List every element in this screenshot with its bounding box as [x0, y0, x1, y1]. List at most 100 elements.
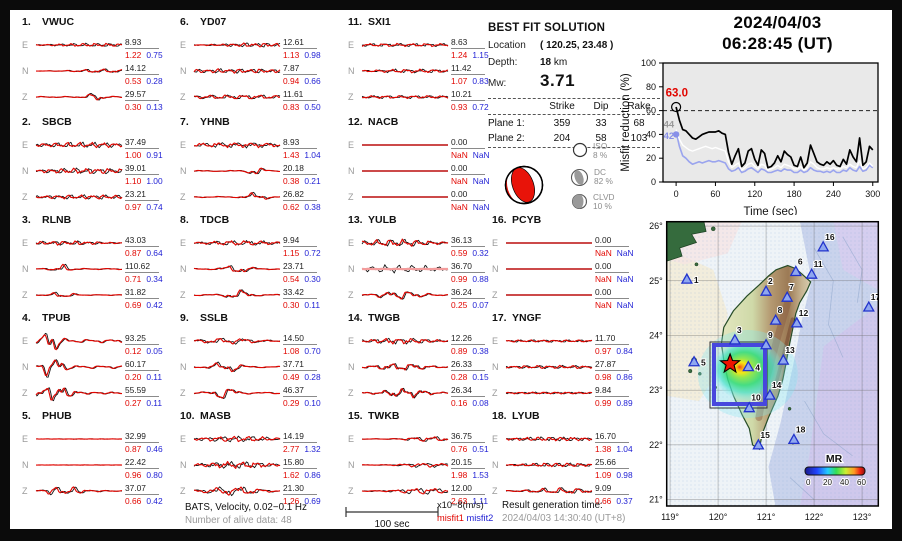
waveform-row: Z 21.30 1.26 0.69	[180, 478, 338, 506]
waveform-plot	[361, 238, 449, 247]
waveform-values: 25.66 1.09 0.98	[595, 452, 649, 480]
waveform-values: 26.34 0.16 0.08	[451, 380, 505, 408]
waveform-values: 10.21 0.93 0.72	[451, 84, 505, 112]
component-label: E	[180, 140, 187, 150]
svg-text:122°: 122°	[805, 512, 824, 522]
waveform-plot	[361, 337, 449, 345]
location-label: Location	[488, 40, 526, 51]
waveform-values: 12.61 1.13 0.98	[283, 32, 337, 60]
misfit1-value: 0.71	[125, 273, 142, 284]
misfit2-value: 0.83	[472, 75, 489, 86]
waveform-values: 46.37 0.29 0.10	[283, 380, 337, 408]
misfit1-label: misfit1	[437, 513, 464, 523]
best-fit-solution-panel: BEST FIT SOLUTION Location ( 120.25, 23.…	[488, 22, 660, 218]
waveform-row: Z 31.82 0.69 0.42	[22, 282, 180, 310]
peak-amplitude: 33.42	[283, 287, 317, 299]
svg-text:100: 100	[641, 58, 656, 68]
waveform-plot	[506, 294, 592, 296]
misfit2-value: 0.28	[304, 371, 321, 382]
waveform-plot	[362, 170, 448, 172]
misfit2-value: 0.46	[146, 443, 163, 454]
peak-amplitude: 0.00	[595, 235, 629, 247]
svg-text:18: 18	[796, 424, 806, 434]
station-header: 12. NACB	[348, 116, 399, 128]
waveform-row: N 36.70 0.99 0.88	[348, 256, 506, 284]
svg-text:21°: 21°	[649, 495, 663, 505]
waveform-values: 36.13 0.59 0.32	[451, 230, 505, 258]
waveform-row: Z 0.00 NaN NaN	[492, 282, 650, 310]
peak-amplitude: 27.87	[595, 359, 629, 371]
station-header: 16. PCYB	[492, 214, 542, 226]
peak-amplitude: 9.94	[283, 235, 317, 247]
result-time-label: Result generation time:	[502, 500, 603, 511]
svg-text:44: 44	[664, 119, 675, 130]
misfit2-value: NaN	[616, 299, 634, 310]
misfit2-value: 0.30	[304, 273, 321, 284]
waveform-row: Z 9.84 0.99 0.89	[492, 380, 650, 408]
misfit1-value: NaN	[451, 201, 468, 212]
location-value: ( 120.25, 23.48 )	[540, 40, 614, 51]
misfit2-value: 0.86	[304, 469, 321, 480]
waveform-values: 20.18 0.38 0.21	[283, 158, 337, 186]
waveform-values: 37.07 0.66 0.42	[125, 478, 179, 506]
misfit1-value: 0.87	[125, 443, 142, 454]
peak-amplitude: 25.66	[595, 457, 629, 469]
peak-amplitude: 23.21	[125, 189, 159, 201]
misfit1-value: 0.62	[283, 201, 300, 212]
station-header: 14. TWGB	[348, 312, 401, 324]
peak-amplitude: 0.00	[595, 287, 629, 299]
svg-text:14: 14	[772, 380, 782, 390]
misfit2-value: 0.11	[304, 299, 320, 310]
peak-amplitude: 26.82	[283, 189, 317, 201]
component-label: E	[22, 336, 29, 346]
waveform-row: Z 0.00 NaN NaN	[348, 184, 506, 212]
misfit2-value: 0.86	[616, 371, 633, 382]
misfit2-value: 0.42	[146, 495, 163, 506]
event-date: 2024/04/03	[733, 13, 822, 32]
waveform-plot	[35, 438, 123, 440]
misfit1-value: 0.25	[451, 299, 468, 310]
svg-text:100 sec: 100 sec	[374, 519, 409, 530]
station-triangle-icon	[781, 290, 794, 302]
waveform-plot	[361, 363, 449, 371]
waveform-values: 14.19 2.77 1.32	[283, 426, 337, 454]
iso-pct: 8 %	[593, 150, 608, 160]
svg-text:300: 300	[865, 189, 880, 199]
station-block: 17. YNGF E 11.70 0.97 0.84 N 27.87 0.98 0.86 Z 9.84…	[492, 312, 650, 408]
misfit2-value: 0.11	[146, 397, 162, 408]
waveform-plot	[35, 194, 123, 200]
waveform-values: 14.12 0.53 0.28	[125, 58, 179, 86]
waveform-plot	[193, 388, 281, 399]
peak-amplitude: 11.42	[451, 63, 485, 75]
peak-amplitude: 14.12	[125, 63, 159, 75]
component-label: Z	[348, 486, 354, 496]
waveform-plot	[35, 359, 123, 378]
component-label: N	[492, 362, 499, 372]
misfit2-value: 0.84	[616, 345, 633, 356]
svg-text:10: 10	[751, 393, 761, 403]
station-triangle-icon	[680, 272, 693, 284]
station-triangle-icon	[789, 265, 802, 277]
station-block: 5. PHUB E 32.99 0.87 0.46 N 22.42 0.96 0.80 Z 37.07…	[22, 410, 180, 506]
misfit1-value: 0.99	[595, 397, 612, 408]
waveform-values: 26.33 0.28 0.15	[451, 354, 505, 382]
misfit2-value: 0.51	[472, 443, 489, 454]
peak-amplitude: 37.71	[283, 359, 317, 371]
misfit1-value: 0.59	[451, 247, 468, 258]
component-label: E	[180, 336, 187, 346]
waveform-row: Z 26.34 0.16 0.08	[348, 380, 506, 408]
misfit1-value: 0.29	[283, 397, 300, 408]
svg-text:9: 9	[768, 330, 773, 340]
waveform-row: N 7.87 0.94 0.66	[180, 58, 338, 86]
peak-amplitude: 0.00	[451, 189, 485, 201]
waveform-values: 0.00 NaN NaN	[595, 230, 649, 258]
clvd-legend: CLVD 10 %	[571, 193, 615, 211]
misfit1-value: 0.53	[125, 75, 142, 86]
waveform-row: N 15.80 1.62 0.86	[180, 452, 338, 480]
misfit-reduction-chart: 0 20 40 60 80 100 0 60 120 180 240 300 63.0 44 42 Time …	[617, 53, 885, 218]
waveform-plot	[361, 68, 449, 74]
component-label: N	[348, 460, 355, 470]
misfit2-value: 0.08	[472, 397, 489, 408]
waveform-values: 7.87 0.94 0.66	[283, 58, 337, 86]
panel-title: BEST FIT SOLUTION	[488, 22, 606, 34]
